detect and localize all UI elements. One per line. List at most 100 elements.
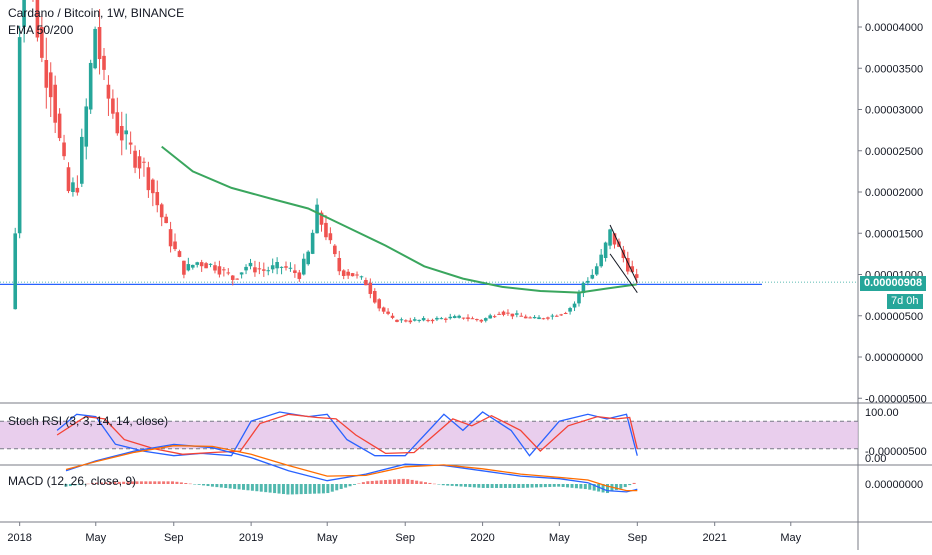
macd-histogram-bar	[113, 482, 117, 484]
countdown-badge: 7d 0h	[887, 294, 923, 309]
macd-tick-label: -0.00000500	[865, 446, 927, 458]
candle-body	[35, 0, 40, 38]
macd-histogram-bar	[410, 479, 414, 484]
ema-50-line	[161, 145, 637, 294]
candle-body	[155, 192, 160, 206]
candle-body	[199, 262, 204, 267]
macd-histogram-bar	[108, 482, 112, 484]
candle-body	[66, 167, 71, 192]
macd-histogram-bar	[91, 483, 95, 484]
candle-body	[626, 258, 630, 272]
candle-body	[528, 317, 532, 319]
macd-histogram-bar	[224, 484, 228, 489]
macd-histogram-bar	[561, 484, 565, 487]
candle-body	[53, 84, 57, 123]
candle-body	[328, 233, 333, 241]
macd-histogram-bar	[375, 480, 379, 484]
macd-line	[65, 443, 638, 493]
candle-body	[532, 317, 537, 319]
macd-histogram-bar	[508, 484, 512, 488]
macd-histogram-bar	[450, 484, 454, 486]
candle-body	[204, 263, 208, 269]
candle-body	[386, 311, 390, 314]
candle-body	[119, 126, 124, 141]
candle-body	[306, 251, 310, 265]
macd-histogram-bar	[259, 484, 263, 492]
macd-histogram-bar	[432, 483, 436, 485]
candle-body	[222, 269, 226, 271]
macd-histogram-bar	[277, 484, 281, 494]
candle-body	[133, 150, 137, 168]
macd-histogram-bar	[122, 481, 126, 484]
macd-histogram-bar	[184, 483, 188, 484]
candle-body	[541, 318, 546, 320]
candle-body	[341, 270, 346, 276]
candle-body	[93, 28, 97, 69]
macd-histogram-bar	[601, 484, 605, 493]
macd-histogram-bar	[295, 484, 299, 495]
candle-body	[13, 233, 18, 310]
macd-histogram-bar	[459, 484, 463, 487]
y-tick-label: 0.00003500	[865, 63, 923, 75]
x-tick-label: May	[549, 532, 570, 544]
candle-body	[439, 318, 444, 320]
candle-body	[404, 320, 408, 322]
macd-histogram-bar	[419, 481, 423, 484]
candle-body	[17, 37, 22, 234]
macd-histogram-bar	[472, 484, 476, 488]
macd-histogram-bar	[357, 483, 361, 485]
macd-histogram-bar	[499, 484, 503, 488]
macd-histogram-bar	[632, 482, 636, 484]
macd-histogram-bar	[215, 484, 219, 488]
macd-histogram-bar	[557, 484, 561, 487]
macd-histogram-bar	[290, 484, 294, 495]
candle-body	[497, 313, 501, 315]
macd-histogram-bar	[539, 484, 543, 488]
candle-body	[190, 264, 195, 268]
candle-body	[399, 319, 404, 321]
candle-body	[390, 315, 395, 318]
macd-histogram-bar	[623, 484, 627, 488]
candle-body	[395, 319, 399, 322]
macd-histogram-bar	[170, 481, 174, 484]
macd-histogram-bar	[139, 481, 143, 484]
candle-body	[275, 262, 279, 269]
macd-histogram-bar	[388, 479, 392, 484]
chart-title: Cardano / Bitcoin, 1W, BINANCE	[8, 6, 185, 20]
macd-histogram-bar	[339, 484, 343, 489]
macd-histogram-bar	[281, 484, 285, 495]
candle-body	[412, 319, 417, 321]
y-tick-label: 0.00004000	[865, 22, 923, 34]
candle-body	[523, 316, 528, 319]
candle-body	[288, 267, 293, 269]
candle-body	[519, 315, 524, 317]
candle-body	[492, 316, 497, 318]
stoch-tick-label: 100.00	[865, 407, 899, 419]
macd-histogram-bar	[401, 478, 405, 484]
macd-histogram-bar	[210, 484, 214, 487]
candle-body	[430, 319, 435, 322]
candle-body	[483, 318, 488, 321]
macd-histogram-bar	[606, 484, 610, 494]
candle-body	[262, 269, 266, 271]
macd-histogram-bar	[157, 481, 161, 484]
candle-body	[381, 307, 386, 312]
candle-body	[359, 276, 364, 278]
y-tick-label: 0.00002000	[865, 187, 923, 199]
candle-body	[586, 280, 590, 283]
candle-body	[364, 280, 368, 286]
macd-histogram-bar	[370, 480, 374, 484]
macd-histogram-bar	[574, 484, 578, 489]
candle-body	[630, 266, 635, 273]
candle-body	[506, 312, 510, 314]
macd-histogram-bar	[193, 484, 197, 485]
candle-body	[457, 315, 461, 318]
macd-histogram-bar	[237, 484, 241, 490]
macd-histogram-bar	[335, 484, 339, 491]
macd-histogram-bar	[250, 484, 254, 491]
candle-body	[284, 266, 288, 268]
candle-body	[253, 267, 257, 273]
candle-body	[537, 317, 541, 320]
macd-histogram-bar	[592, 484, 596, 491]
